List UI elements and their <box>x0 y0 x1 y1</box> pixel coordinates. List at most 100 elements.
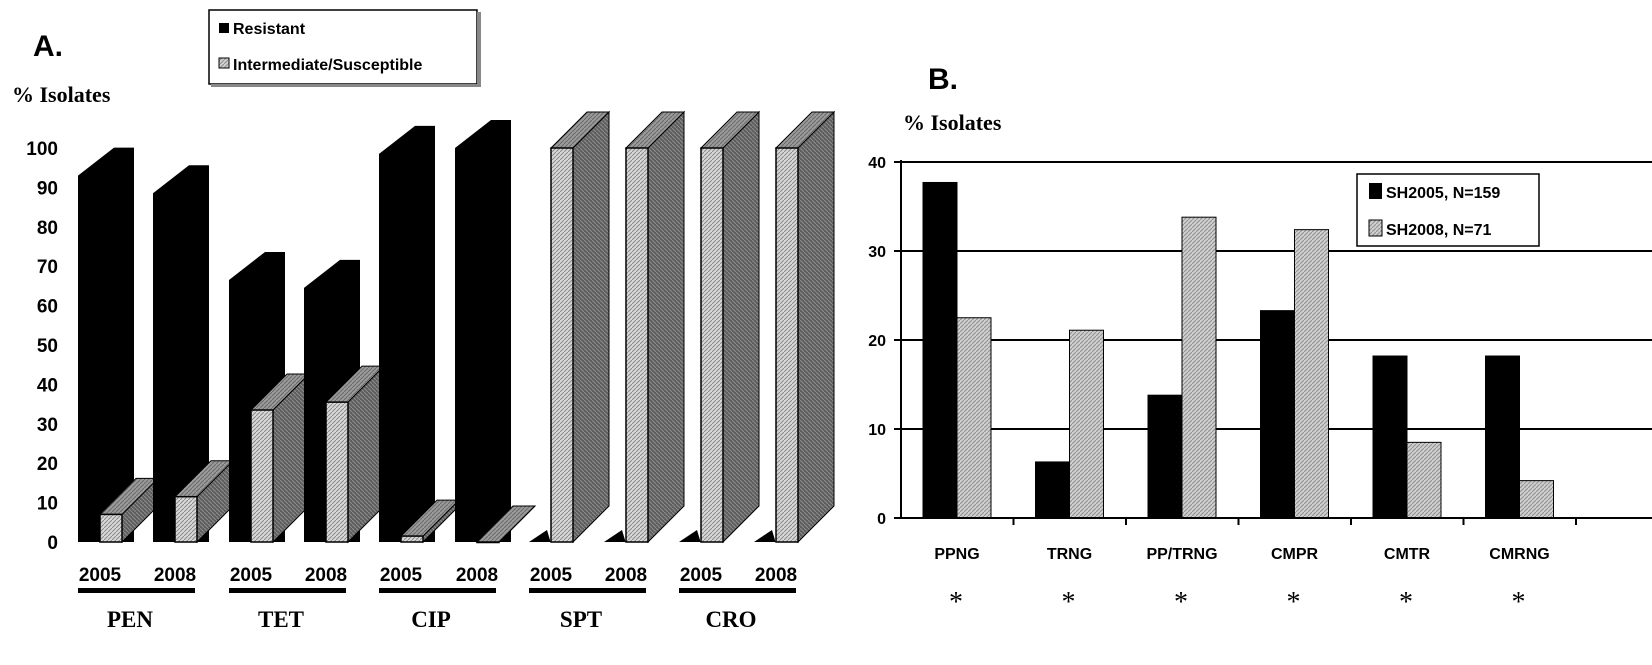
legend-swatch-sh2005 <box>1369 183 1382 199</box>
bar-a-susceptible-front-cro-2008 <box>775 147 799 543</box>
bar-b-sh2008-n-71-cmrng <box>1519 480 1554 519</box>
bar-b-sh2005-n-159-trng <box>1035 461 1070 519</box>
chart-b-annotation-pp-trng: * <box>1174 587 1188 618</box>
chart-b-y-tick-20: 20 <box>868 333 886 350</box>
legend-swatch-resistant <box>219 23 229 33</box>
bar-b-sh2008-n-71-pp-trng <box>1181 216 1217 519</box>
bar-b-sh2005-n-159-ppng <box>922 181 958 519</box>
legend-label-sh2005: SH2005, N=159 <box>1386 185 1500 202</box>
chart-a-x-tick-cro-2005: 2005 <box>680 565 723 586</box>
chart-b-x-tick-ppng: PPNG <box>934 546 979 563</box>
chart-b-axes: 0 10 20 30 40 <box>868 155 1652 528</box>
chart-a-group-label-tet: TET <box>258 607 304 632</box>
chart-a-y-tick-40: 40 <box>37 375 58 396</box>
chart-b-legend-box <box>1356 173 1540 247</box>
chart-b-y-tick-30: 30 <box>868 244 886 261</box>
legend-label-resistant: Resistant <box>233 21 306 38</box>
legend-swatch-intermediate <box>218 57 230 69</box>
chart-a-y-tick-70: 70 <box>37 257 58 278</box>
chart-b-annotation-cmtr: * <box>1399 587 1413 618</box>
bar-a-susceptible-front-pen-2005 <box>99 513 123 543</box>
bar-b-sh2005-n-159-cmpr <box>1260 310 1295 519</box>
bar-a-resistant-cro-2008 <box>754 530 776 542</box>
bar-a-susceptible-side-cro-2008 <box>797 110 835 544</box>
chart-b-x-tick-cmtr: CMTR <box>1384 546 1431 563</box>
panel-b-letter: B. <box>928 63 958 96</box>
bar-a-resistant-cro-2005 <box>679 530 701 542</box>
chart-a-x-tick-pen-2008: 2008 <box>154 565 196 586</box>
chart-a-x-tick-cro-2008: 2008 <box>755 565 797 586</box>
legend-swatch-sh2008 <box>1368 219 1383 237</box>
chart-a-x-tick-tet-2005: 2005 <box>230 565 273 586</box>
chart-a-bars <box>78 110 836 544</box>
bar-b-sh2005-n-159-cmtr <box>1372 355 1408 519</box>
chart-a-group-underline-pen <box>78 588 195 593</box>
chart-b-annotation-trng: * <box>1062 587 1076 618</box>
bar-a-resistant-spt-2005 <box>529 530 551 542</box>
bar-a-susceptible-spt-2005 <box>549 110 611 544</box>
bar-a-susceptible-front-tet-2008 <box>325 401 349 543</box>
chart-a-y-tick-90: 90 <box>37 178 58 199</box>
bar-a-susceptible-front-cip-2008 <box>476 541 500 544</box>
chart-b-y-tick-0: 0 <box>877 511 886 528</box>
chart-a-y-tick-10: 10 <box>37 494 58 515</box>
chart-a-y-tick-30: 30 <box>37 415 58 436</box>
chart-a-legend-box <box>208 9 478 85</box>
bar-a-susceptible-cro-2005 <box>699 110 761 544</box>
chart-a-x-tick-pen-2005: 2005 <box>79 565 122 586</box>
bar-a-susceptible-cro-2008 <box>774 110 836 544</box>
bar-b-sh2008-n-71-cmpr <box>1294 229 1329 519</box>
chart-b-annotation-cmrng: * <box>1512 587 1526 618</box>
chart-b-x-tick-pp-trng: PP/TRNG <box>1146 546 1217 563</box>
bar-a-susceptible-side-cro-2005 <box>722 110 760 544</box>
chart-b-x-tick-trng: TRNG <box>1047 546 1092 563</box>
chart-a-x-tick-cip-2005: 2005 <box>380 565 423 586</box>
chart-b-x-tick-cmpr: CMPR <box>1271 546 1319 563</box>
chart-a-y-axis-label: % Isolates <box>12 82 111 107</box>
bar-a-susceptible-pen-2005 <box>98 477 160 544</box>
legend-label-intermediate: Intermediate/Susceptible <box>233 57 422 74</box>
chart-b-y-tick-10: 10 <box>868 422 886 439</box>
bar-a-resistant-spt-2008 <box>604 530 626 542</box>
chart-b-legend: SH2005, N=159 SH2008, N=71 <box>1356 173 1540 247</box>
bar-a-susceptible-side-spt-2005 <box>572 110 610 544</box>
chart-b-x-labels: PPNG * TRNG * PP/TRNG * CMPR * CMTR * CMRNG * <box>934 546 1549 618</box>
chart-a-group-label-cip: CIP <box>411 607 451 632</box>
chart-a-x-tick-spt-2005: 2005 <box>530 565 573 586</box>
bar-a-resistant-pen-2005 <box>78 147 134 542</box>
chart-b-annotation-ppng: * <box>949 587 963 618</box>
bar-a-susceptible-side-spt-2008 <box>647 110 685 544</box>
bar-a-susceptible-front-spt-2005 <box>550 147 574 543</box>
chart-a-y-axis: 0 10 20 30 40 50 60 70 80 90 100 <box>26 139 58 554</box>
bar-a-susceptible-tet-2008 <box>324 364 386 544</box>
chart-a-x-tick-spt-2008: 2008 <box>605 565 647 586</box>
bar-a-susceptible-tet-2005 <box>249 372 311 544</box>
chart-a-group-underline-spt <box>529 588 646 593</box>
chart-a-x-tick-cip-2008: 2008 <box>456 565 498 586</box>
chart-a-x-tick-tet-2008: 2008 <box>305 565 347 586</box>
bar-a-susceptible-front-cip-2005 <box>400 535 424 543</box>
chart-b-bars <box>922 181 1554 519</box>
chart-a-y-tick-60: 60 <box>37 297 58 318</box>
chart-a-y-tick-20: 20 <box>37 454 58 475</box>
bar-b-sh2005-n-159-pp-trng <box>1147 394 1183 519</box>
chart-b: B. % Isolates 0 10 20 30 40 PPNG * TRNG * PP/TRN… <box>868 63 1652 618</box>
chart-a-group-label-spt: SPT <box>560 607 602 632</box>
bar-b-sh2008-n-71-cmtr <box>1406 441 1442 519</box>
chart-a-legend: Resistant Intermediate/Susceptible <box>208 9 481 87</box>
bar-b-sh2008-n-71-ppng <box>956 317 992 519</box>
bar-b-sh2005-n-159-cmrng <box>1485 355 1520 519</box>
bar-a-susceptible-front-tet-2005 <box>250 409 274 543</box>
chart-a-group-underline-cro <box>679 588 796 593</box>
bar-a-susceptible-front-cro-2005 <box>700 147 724 543</box>
chart-a-group-underline-tet <box>229 588 346 593</box>
bar-a-susceptible-front-pen-2008 <box>174 495 198 543</box>
chart-a-y-tick-0: 0 <box>47 533 58 554</box>
chart-b-x-tick-cmrng: CMRNG <box>1489 546 1549 563</box>
chart-a-y-tick-100: 100 <box>26 139 58 160</box>
chart-a-group-label-cro: CRO <box>705 607 756 632</box>
bar-a-resistant-cip-2008 <box>455 120 511 542</box>
bar-a-resistant-pen-2008 <box>153 165 209 542</box>
